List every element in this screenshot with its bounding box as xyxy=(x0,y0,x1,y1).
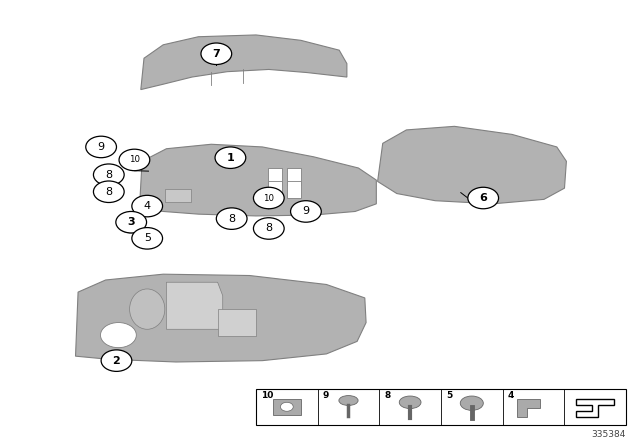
Circle shape xyxy=(253,187,284,209)
Polygon shape xyxy=(378,126,566,204)
Ellipse shape xyxy=(339,396,358,405)
Text: 4: 4 xyxy=(143,201,151,211)
Text: 10: 10 xyxy=(263,194,275,202)
Text: 9: 9 xyxy=(97,142,105,152)
Ellipse shape xyxy=(460,396,483,410)
Text: 8: 8 xyxy=(228,214,236,224)
Bar xyxy=(287,168,301,185)
Circle shape xyxy=(86,136,116,158)
Polygon shape xyxy=(517,399,540,417)
Circle shape xyxy=(116,211,147,233)
Circle shape xyxy=(117,213,145,233)
Text: 9: 9 xyxy=(323,391,329,400)
Bar xyxy=(165,189,191,202)
Circle shape xyxy=(100,323,136,348)
Circle shape xyxy=(132,195,163,217)
Text: 9: 9 xyxy=(302,207,310,216)
Circle shape xyxy=(132,228,163,249)
Text: 10: 10 xyxy=(261,391,273,400)
Bar xyxy=(287,181,301,198)
Circle shape xyxy=(215,147,246,168)
Text: 8: 8 xyxy=(105,170,113,180)
Ellipse shape xyxy=(399,396,421,409)
Polygon shape xyxy=(166,282,223,329)
Polygon shape xyxy=(76,274,366,362)
Bar xyxy=(256,389,626,425)
Text: 4: 4 xyxy=(508,391,514,400)
Text: 1: 1 xyxy=(227,153,234,163)
Ellipse shape xyxy=(130,289,165,329)
Text: 335384: 335384 xyxy=(591,430,626,439)
Bar xyxy=(218,309,256,336)
Text: 10: 10 xyxy=(129,155,140,164)
Text: 7: 7 xyxy=(212,49,220,59)
Polygon shape xyxy=(142,202,154,211)
Polygon shape xyxy=(140,144,376,216)
Circle shape xyxy=(201,43,232,65)
Circle shape xyxy=(125,219,138,228)
Bar xyxy=(268,181,282,198)
Text: 3: 3 xyxy=(127,217,135,227)
Polygon shape xyxy=(141,35,347,90)
Text: 2: 2 xyxy=(113,356,120,366)
Circle shape xyxy=(93,164,124,185)
Circle shape xyxy=(101,350,132,371)
Circle shape xyxy=(291,201,321,222)
Bar xyxy=(273,399,301,415)
Circle shape xyxy=(468,187,499,209)
Circle shape xyxy=(119,149,150,171)
Text: 8: 8 xyxy=(385,391,390,400)
Text: 8: 8 xyxy=(265,224,273,233)
Text: 8: 8 xyxy=(105,187,113,197)
Circle shape xyxy=(216,208,247,229)
Circle shape xyxy=(93,181,124,202)
Text: 5: 5 xyxy=(446,391,452,400)
Circle shape xyxy=(280,402,293,411)
Text: 5: 5 xyxy=(144,233,150,243)
Text: 6: 6 xyxy=(479,193,487,203)
Circle shape xyxy=(253,218,284,239)
Bar xyxy=(268,168,282,185)
